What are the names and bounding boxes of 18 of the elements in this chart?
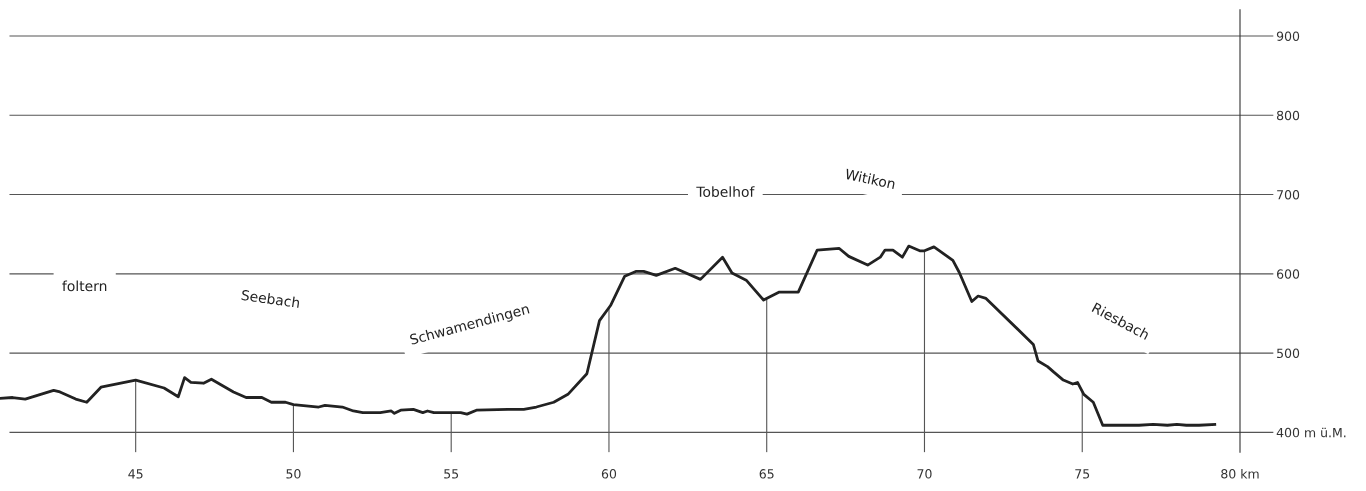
x-tick-label: 70 xyxy=(917,469,932,479)
x-tick-label: 50 xyxy=(286,469,301,479)
y-tick-label: 800 xyxy=(1276,110,1300,121)
annotation: Witikon xyxy=(844,168,896,190)
annotation: Tobelhof xyxy=(696,186,755,197)
x-tick-label: 60 xyxy=(601,469,617,479)
x-tick-label: 55 xyxy=(444,469,459,479)
annotation: Seebach xyxy=(241,289,300,309)
annotation: foltern xyxy=(62,280,107,292)
y-tick-label: 500 xyxy=(1277,348,1300,359)
x-tick-label: 45 xyxy=(128,469,143,479)
y-tick-label: 600 xyxy=(1276,269,1300,279)
y-tick-label: 700 xyxy=(1277,190,1300,200)
y-tick-label: 900 xyxy=(1276,31,1300,41)
x-tick-label: 75 xyxy=(1075,469,1090,479)
x-tick-label: 80 km xyxy=(1221,468,1259,479)
y-tick-label: 400 m ü.M. xyxy=(1276,427,1346,438)
x-tick-label: 65 xyxy=(759,469,774,479)
